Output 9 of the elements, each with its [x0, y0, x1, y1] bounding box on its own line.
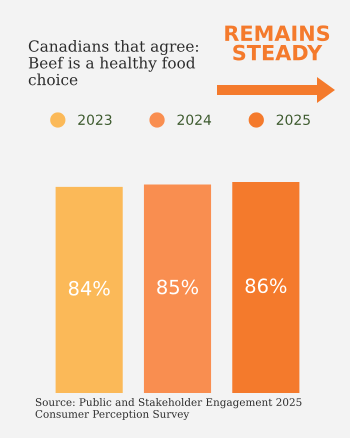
chart-title: Canadians that agree: Beef is a healthy food choice	[28, 40, 198, 86]
source-note: Source: Public and Stakeholder Engagement 2025 Consumer Perception Survey	[36, 398, 302, 420]
data-label: 85%	[157, 280, 198, 294]
data-label: 86%	[246, 278, 286, 294]
chart-subtitle: REMAINS STEADY	[225, 25, 330, 60]
legend-label: 2024	[178, 114, 212, 126]
data-label: 84%	[68, 280, 110, 296]
legend-label: 2023	[78, 114, 112, 126]
legend-label: 2025	[276, 114, 310, 126]
